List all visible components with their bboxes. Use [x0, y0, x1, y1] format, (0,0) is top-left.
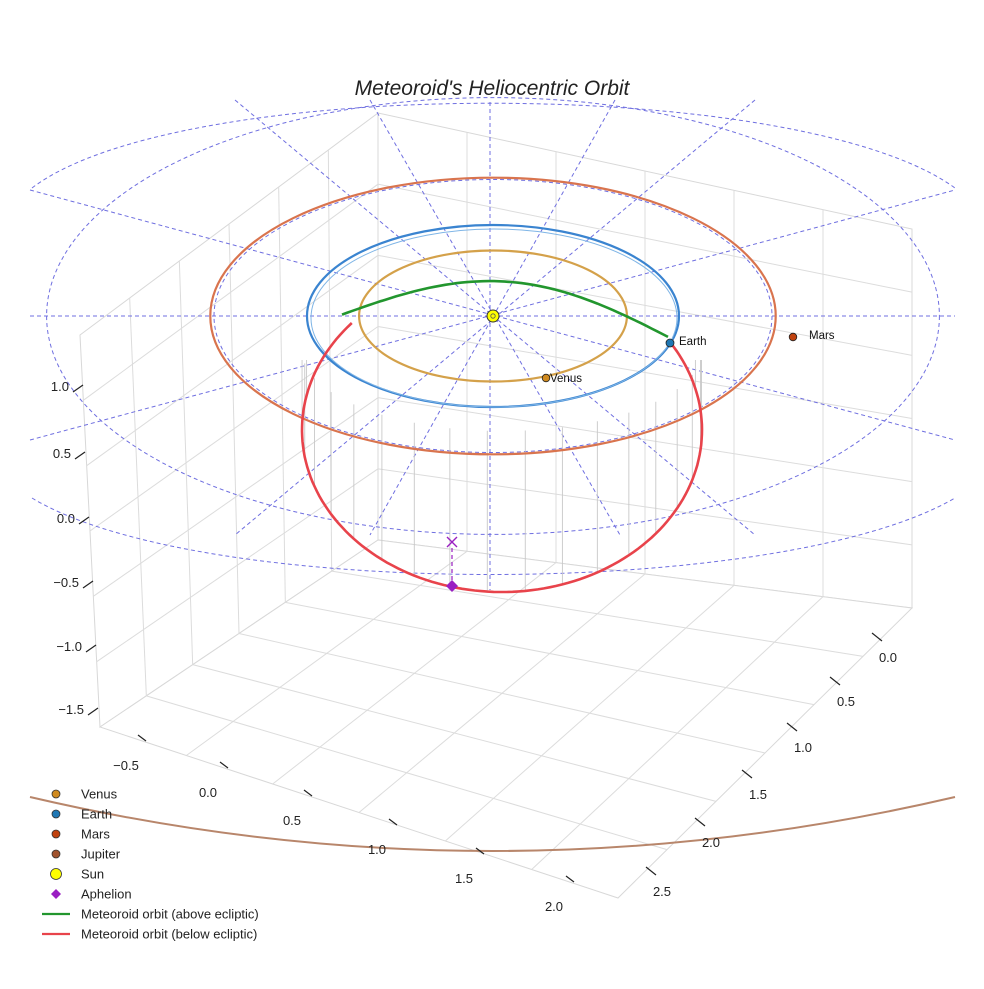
legend-entry: Venus: [51, 787, 118, 802]
axis-ticks: 0.0 0.5 1.0 1.5 2.0 2.5 −0.5 0.0 0.5 1.0 1.5 2.0 −1.…: [51, 379, 897, 914]
legend-entry: Aphelion: [51, 887, 132, 902]
legend-swatch-dot: [51, 809, 61, 819]
left-grid-horizontal: [86, 254, 379, 467]
legend-label: Sun: [81, 867, 104, 882]
mars-label: Mars: [809, 330, 835, 342]
z-tick-label: 0.5: [53, 446, 71, 461]
y-tick-label: 0.5: [283, 813, 301, 828]
back-grid-horizontal: [377, 183, 913, 293]
left-grid-horizontal: [93, 397, 379, 597]
z-tick-label: −0.5: [53, 575, 79, 590]
back-grid-horizontal: [377, 397, 913, 483]
mars-marker: [788, 332, 798, 342]
x-tick-label: 1.0: [794, 740, 812, 755]
x-tick-label: 0.5: [837, 694, 855, 709]
x-tick-mark: [645, 866, 657, 876]
z-tick-mark: [82, 580, 94, 589]
left-grid-horizontal: [83, 183, 379, 401]
sun-marker-core: [490, 313, 496, 319]
outer-arc-low: [31, 497, 956, 575]
x-tick-mark: [871, 632, 883, 642]
legend-entry: Meteoroid orbit (below ecliptic): [42, 927, 257, 942]
z-tick-label: 0.0: [57, 511, 75, 526]
outer-arc: [31, 102, 956, 189]
y-tick-label: 0.0: [199, 785, 217, 800]
orbit-earth-trace: [310, 228, 678, 408]
reference-grid: [29, 97, 956, 590]
legend-entry: Mars: [51, 827, 110, 842]
x-tick-label: 0.0: [879, 650, 897, 665]
legend-entry: Jupiter: [51, 847, 121, 862]
axis-panes: [79, 112, 914, 899]
x-tick-label: 2.5: [653, 884, 671, 899]
venus-label: Venus: [550, 373, 582, 385]
x-tick-mark: [694, 817, 706, 827]
legend-label: Meteoroid orbit (above ecliptic): [81, 907, 259, 922]
markers: Earth Venus Mars: [446, 309, 835, 592]
z-tick-mark: [85, 644, 97, 653]
floor-grid-b: [331, 570, 864, 657]
x-tick-mark: [829, 676, 841, 686]
grid-lines: [83, 132, 913, 870]
earth-label: Earth: [679, 336, 707, 348]
legend-swatch-dot: [51, 789, 61, 799]
y-tick-mark: [388, 818, 398, 826]
z-tick-mark: [74, 451, 86, 460]
legend-entry: Earth: [51, 807, 112, 822]
y-tick-mark: [219, 761, 229, 769]
meteoroid-orbit-below: [300, 322, 704, 594]
back-grid-horizontal: [377, 254, 913, 356]
legend-label: Earth: [81, 807, 112, 822]
legend-label: Jupiter: [81, 847, 121, 862]
legend-entry: Sun: [50, 867, 104, 882]
y-tick-label: 1.0: [368, 842, 386, 857]
x-tick-mark: [786, 722, 798, 732]
aphelion-marker: [446, 580, 458, 592]
legend-swatch-sun: [50, 868, 62, 880]
z-tick-mark: [72, 384, 84, 393]
chart-title: Meteoroid's Heliocentric Orbit: [355, 77, 631, 100]
radial-spoke: [369, 99, 616, 536]
orbit-jupiter: [29, 796, 956, 852]
y-tick-label: −0.5: [113, 758, 139, 773]
x-tick-label: 1.5: [749, 787, 767, 802]
legend-label: Aphelion: [81, 887, 132, 902]
z-tick-mark: [78, 516, 90, 525]
legend-swatch-dot: [51, 849, 61, 859]
x-tick-mark: [741, 769, 753, 779]
y-tick-mark: [303, 789, 313, 797]
legend: Venus Earth Mars Jupiter Sun Aphelion Meteoroi…: [42, 787, 259, 942]
legend-label: Mars: [81, 827, 110, 842]
legend-label: Venus: [81, 787, 118, 802]
orbit-mars: [209, 176, 777, 456]
back-grid-horizontal: [377, 468, 913, 546]
meteoroid-orbit-above: [341, 279, 669, 339]
z-tick-label: 1.0: [51, 379, 69, 394]
legend-swatch-diamond: [51, 889, 61, 899]
legend-swatch-dot: [51, 829, 61, 839]
y-tick-mark: [137, 734, 147, 742]
y-tick-mark: [565, 875, 575, 883]
y-tick-label: 1.5: [455, 871, 473, 886]
drop-lines: [301, 360, 702, 592]
back-grid-horizontal: [377, 326, 913, 419]
y-tick-mark: [475, 847, 485, 855]
z-tick-mark: [87, 707, 99, 716]
aphelion-projection-x: [446, 536, 458, 548]
z-tick-label: −1.5: [58, 702, 84, 717]
earth-marker: [665, 338, 675, 348]
orbits: [29, 176, 956, 852]
legend-entry: Meteoroid orbit (above ecliptic): [42, 907, 259, 922]
y-tick-label: 2.0: [545, 899, 563, 914]
x-tick-label: 2.0: [702, 835, 720, 850]
sun-marker: [486, 309, 500, 323]
venus-marker: [541, 373, 551, 383]
legend-label: Meteoroid orbit (below ecliptic): [81, 927, 257, 942]
z-tick-label: −1.0: [56, 639, 82, 654]
